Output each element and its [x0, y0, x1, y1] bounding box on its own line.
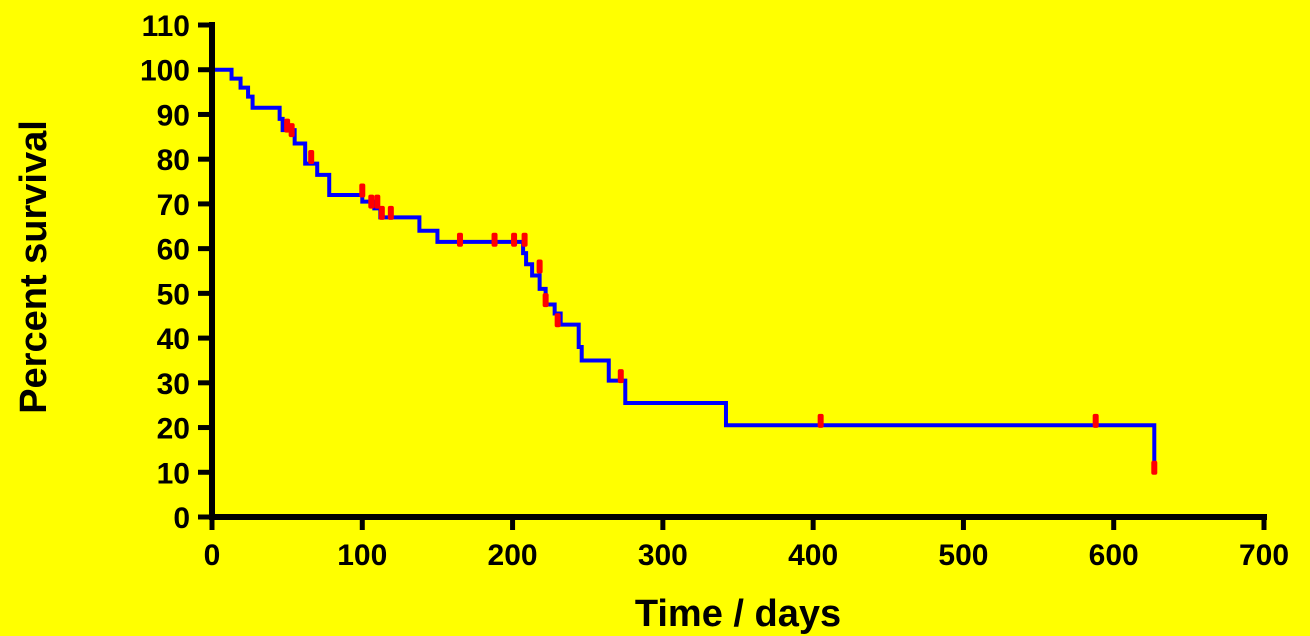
x-axis-title: Time / days — [635, 593, 841, 635]
censor-mark — [288, 123, 295, 138]
y-tick-label: 60 — [157, 234, 190, 267]
y-tick-label: 90 — [157, 99, 190, 132]
y-tick-label: 0 — [173, 502, 190, 535]
censor-mark — [284, 118, 291, 133]
y-tick-label: 50 — [157, 278, 190, 311]
censor-mark — [359, 183, 366, 198]
censor-mark — [456, 232, 463, 247]
censor-mark — [817, 413, 824, 428]
censor-mark — [1151, 460, 1158, 475]
x-ticks: 0 100 200 300 400 500 600 700 — [204, 517, 1289, 572]
x-tick-label: 100 — [337, 539, 387, 572]
censor-mark — [491, 232, 498, 247]
censor-mark — [1092, 413, 1099, 428]
y-tick-label: 40 — [157, 323, 190, 356]
y-tick-label: 70 — [157, 189, 190, 222]
x-tick-label: 500 — [938, 539, 988, 572]
x-tick-label: 600 — [1089, 539, 1139, 572]
censor-mark — [308, 149, 315, 164]
x-tick-label: 0 — [204, 539, 221, 572]
y-tick-label: 80 — [157, 144, 190, 177]
y-axis-title: Percent survival — [13, 120, 55, 414]
censor-mark — [542, 293, 549, 308]
y-tick-label: 110 — [142, 10, 190, 43]
censor-mark — [387, 205, 394, 220]
censor-mark — [521, 232, 528, 247]
x-tick-label: 400 — [788, 539, 838, 572]
survival-curve — [212, 67, 1157, 468]
x-tick-label: 200 — [488, 539, 538, 572]
plot-area — [212, 67, 1158, 475]
censor-mark — [511, 232, 518, 247]
censor-mark — [617, 369, 624, 384]
y-tick-label: 10 — [157, 457, 190, 490]
x-tick-label: 300 — [638, 539, 688, 572]
censor-mark — [536, 259, 543, 274]
censor-mark — [374, 194, 381, 209]
y-tick-label: 20 — [157, 413, 190, 446]
censor-mark — [368, 194, 375, 209]
y-tick-label: 100 — [140, 55, 190, 88]
censor-mark — [378, 205, 385, 220]
y-tick-label: 30 — [157, 368, 190, 401]
x-tick-label: 700 — [1239, 539, 1289, 572]
axes — [209, 22, 1267, 520]
y-ticks: 0 10 20 30 40 50 60 70 80 90 100 110 — [140, 10, 212, 535]
censor-mark — [554, 313, 561, 328]
